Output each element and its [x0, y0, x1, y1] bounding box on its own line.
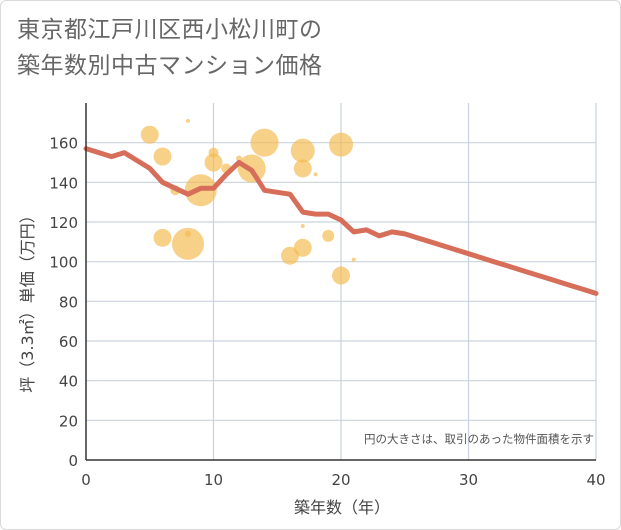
y-tick-label: 160 [49, 135, 78, 153]
data-bubble [332, 266, 350, 285]
x-tick-label: 10 [204, 471, 223, 489]
chart-title-line1: 東京都江戸川区西小松川町の [17, 17, 323, 43]
x-tick-label: 40 [586, 471, 605, 489]
data-bubble [329, 132, 353, 157]
data-bubble [153, 147, 172, 166]
x-tick-label: 30 [459, 471, 478, 489]
grid-lines [86, 103, 597, 460]
tick-labels: 0 20 40 60 80 100 120 140 160 0 10 20 30 40 [49, 135, 605, 489]
data-bubble [172, 227, 204, 260]
x-tick-label: 0 [81, 471, 91, 489]
data-bubble [313, 172, 318, 177]
size-legend-note: 円の大きさは、取引のあった物件面積を示す [364, 432, 594, 446]
data-bubble [204, 153, 223, 172]
data-bubble [153, 228, 172, 247]
y-tick-label: 40 [59, 373, 78, 391]
data-bubble [250, 128, 279, 157]
data-bubble [293, 159, 312, 178]
y-tick-label: 60 [59, 333, 78, 351]
data-bubble [290, 138, 315, 163]
x-tick-label: 20 [331, 471, 350, 489]
y-tick-label: 100 [49, 254, 78, 272]
axes [85, 103, 596, 461]
y-tick-label: 120 [49, 214, 78, 232]
bubbles-layer [140, 118, 356, 285]
x-axis-label: 築年数（年） [294, 498, 390, 517]
chart-title: 東京都江戸川区西小松川町の 築年数別中古マンション価格 [17, 12, 607, 84]
data-bubble [322, 229, 335, 242]
y-tick-label: 0 [68, 452, 78, 470]
data-bubble [236, 155, 242, 162]
data-bubble [300, 223, 305, 228]
data-bubble [351, 257, 356, 262]
data-bubble [140, 125, 159, 144]
average-price-line [83, 146, 599, 296]
data-bubble [293, 238, 312, 257]
y-tick-label: 80 [59, 293, 78, 311]
y-tick-label: 140 [49, 174, 78, 192]
chart-title-line2: 築年数別中古マンション価格 [17, 53, 323, 79]
data-bubble [186, 118, 190, 123]
y-tick-label: 20 [59, 412, 78, 430]
y-axis-label: 坪（3.3㎡）単価（万円） [18, 207, 37, 392]
